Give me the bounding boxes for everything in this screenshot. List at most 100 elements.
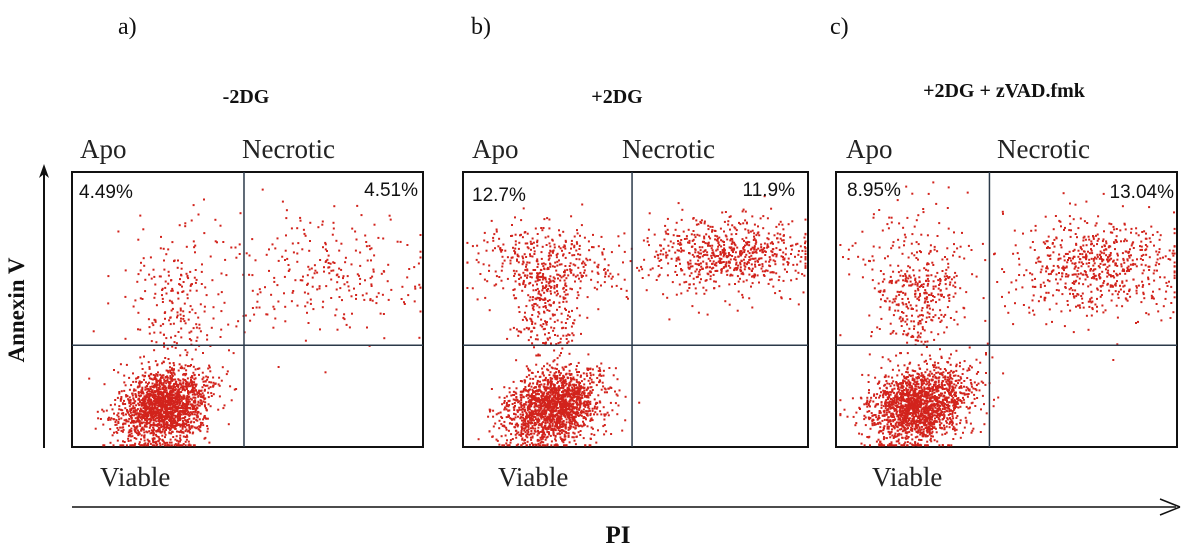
scatter-dot — [318, 287, 321, 290]
scatter-dot — [530, 415, 533, 418]
scatter-dot — [177, 430, 180, 433]
scatter-dot — [142, 428, 145, 431]
scatter-dot — [155, 435, 158, 438]
scatter-dot — [182, 281, 185, 283]
scatter-dot — [518, 278, 521, 280]
scatter-dot — [176, 430, 178, 433]
scatter-dot — [198, 390, 201, 393]
scatter-dot — [116, 439, 119, 442]
scatter-dot — [564, 365, 567, 368]
scatter-dot — [500, 415, 503, 418]
scatter-dot — [543, 432, 545, 435]
scatter-dot — [698, 281, 701, 284]
scatter-dot — [524, 242, 527, 245]
scatter-dot — [129, 408, 132, 411]
scatter-dot — [555, 343, 558, 346]
scatter-dot — [520, 219, 523, 222]
scatter-dot — [562, 275, 565, 278]
scatter-dot — [515, 392, 518, 395]
scatter-dot — [296, 252, 299, 255]
scatter-dot — [549, 416, 551, 419]
scatter-dot — [216, 241, 218, 244]
scatter-dot — [169, 316, 172, 319]
scatter-dot — [162, 391, 165, 394]
scatter-dot — [564, 416, 567, 419]
scatter-dot — [220, 310, 223, 313]
scatter-dot — [541, 262, 544, 265]
scatter-dot — [587, 406, 590, 409]
scatter-dot — [494, 247, 496, 250]
scatter-dot — [687, 228, 690, 231]
scatter-dot — [195, 339, 198, 342]
scatter-dot — [157, 423, 160, 426]
scatter-dot — [180, 274, 183, 277]
scatter-dot — [508, 444, 511, 447]
scatter-dot — [559, 341, 562, 344]
scatter-dot — [331, 233, 334, 236]
scatter-dot — [177, 369, 180, 372]
scatter-dot — [273, 308, 276, 311]
scatter-dot — [603, 418, 606, 421]
scatter-dot — [149, 392, 152, 395]
scatter-dot — [154, 414, 157, 417]
scatter-dot — [169, 420, 171, 422]
scatter-dot — [249, 319, 252, 322]
scatter-dot — [203, 232, 206, 235]
scatter-dot — [157, 386, 160, 389]
scatter-dot — [501, 262, 504, 265]
scatter-dot — [516, 398, 519, 401]
scatter-dot — [649, 268, 652, 271]
scatter-dot — [244, 314, 247, 317]
scatter-dot — [567, 333, 570, 336]
scatter-dot — [181, 406, 184, 409]
scatter-dot — [564, 247, 567, 250]
scatter-dot — [545, 306, 547, 309]
scatter-dot — [133, 414, 136, 417]
scatter-dot — [560, 381, 563, 384]
scatter-dot — [155, 398, 158, 400]
scatter-dot — [546, 309, 549, 312]
scatter-dot — [529, 377, 532, 380]
scatter-dot — [189, 365, 192, 368]
scatter-dot — [180, 317, 182, 320]
scatter-dot — [158, 397, 161, 400]
scatter-dot — [124, 422, 127, 425]
scatter-dot — [162, 428, 165, 431]
scatter-dot — [149, 432, 152, 435]
scatter-dot — [342, 275, 345, 278]
scatter-dot — [184, 225, 187, 228]
scatter-dot — [503, 408, 506, 411]
scatter-dot — [371, 275, 374, 278]
scatter-dot — [567, 415, 570, 418]
scatter-dot — [489, 410, 491, 413]
scatter-dot — [535, 363, 538, 366]
scatter-dot — [577, 266, 580, 269]
scatter-dot — [477, 438, 480, 441]
scatter-dot — [143, 431, 146, 434]
scatter-dot — [176, 403, 179, 406]
scatter-dot — [185, 383, 188, 386]
scatter-dot — [554, 425, 557, 428]
scatter-dot — [118, 391, 121, 393]
scatter-dot — [576, 406, 578, 409]
scatter-dot — [188, 338, 191, 340]
scatter-dot — [140, 381, 143, 384]
scatter-dot — [538, 432, 540, 435]
scatter-dot — [181, 385, 184, 388]
scatter-dot — [564, 407, 567, 410]
scatter-dot — [532, 413, 535, 416]
scatter-dot — [556, 290, 559, 293]
scatter-dot — [192, 371, 195, 374]
scatter-dot — [537, 426, 540, 429]
scatter-dot — [563, 269, 566, 272]
scatter-dot — [149, 412, 152, 415]
scatter-dot — [546, 415, 549, 418]
scatter-dot — [559, 274, 562, 277]
scatter-dot — [183, 417, 186, 419]
scatter-dot — [549, 434, 552, 437]
scatter-dot — [307, 265, 310, 268]
scatter-dot — [575, 241, 578, 244]
scatter-dot — [169, 323, 172, 326]
scatter-dot — [230, 246, 233, 249]
scatter-dot — [535, 397, 538, 400]
